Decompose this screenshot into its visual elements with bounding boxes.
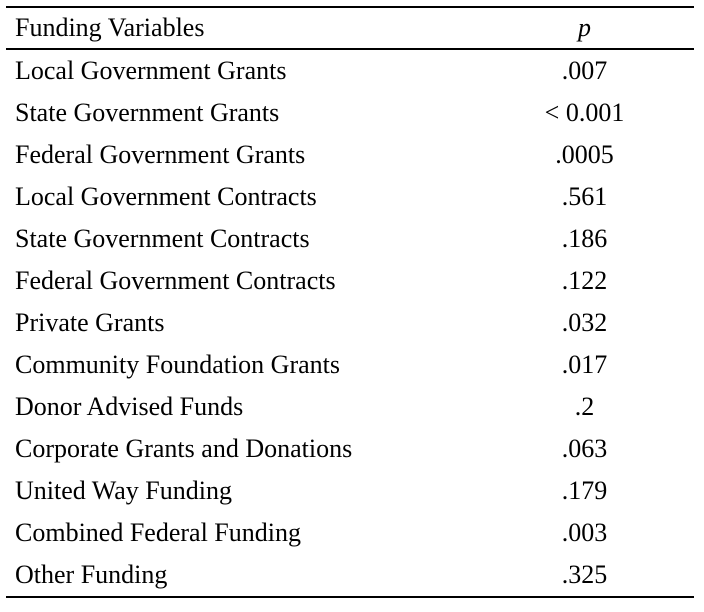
header-p-value: p [578,13,591,42]
table-row: Private Grants .032 [6,302,694,344]
table-row: Donor Advised Funds .2 [6,386,694,428]
row-p-value-cell: .007 [561,56,608,85]
row-variable-cell: Local Government Contracts [15,182,317,211]
row-variable-cell: Private Grants [15,308,165,337]
table-row: State Government Grants < 0.001 [6,92,694,134]
funding-p-values-table: Funding Variables p Local Government Gra… [6,6,694,598]
row-variable-cell: Combined Federal Funding [15,518,301,547]
row-p-value-cell: .122 [561,266,608,295]
row-p-value-cell: .003 [561,518,608,547]
row-variable-cell: Local Government Grants [15,56,287,85]
row-p-value-cell: .325 [561,560,608,589]
table-row: Corporate Grants and Donations .063 [6,428,694,470]
table-header: Funding Variables p [6,7,694,49]
row-variable-cell: Federal Government Grants [15,140,306,169]
row-p-value-cell: .0005 [555,140,614,169]
table-row: Combined Federal Funding .003 [6,512,694,554]
row-variable-cell: Corporate Grants and Donations [15,434,353,463]
funding-table-container: Funding Variables p Local Government Gra… [6,6,694,598]
row-variable-cell: State Government Grants [15,98,280,127]
table-body: Local Government Grants .007 State Gover… [6,49,694,597]
row-variable-cell: State Government Contracts [15,224,310,253]
table-row: State Government Contracts .186 [6,218,694,260]
table-row: Local Government Contracts .561 [6,176,694,218]
row-p-value-cell: .032 [561,308,608,337]
row-variable-cell: Other Funding [15,560,168,589]
row-variable-cell: Donor Advised Funds [15,392,244,421]
table-row: Federal Government Grants .0005 [6,134,694,176]
row-p-value-cell: < 0.001 [544,98,625,127]
header-row: Funding Variables p [6,7,694,49]
row-p-value-cell: .561 [561,182,608,211]
table-row: Local Government Grants .007 [6,49,694,92]
table-row: Community Foundation Grants .017 [6,344,694,386]
row-p-value-cell: .017 [561,350,608,379]
row-variable-cell: United Way Funding [15,476,232,505]
table-row: Other Funding .325 [6,554,694,597]
row-p-value-cell: .186 [561,224,608,253]
table-row: United Way Funding .179 [6,470,694,512]
row-variable-cell: Federal Government Contracts [15,266,336,295]
row-variable-cell: Community Foundation Grants [15,350,340,379]
row-p-value-cell: .179 [561,476,608,505]
header-funding-variables: Funding Variables [15,13,205,42]
row-p-value-cell: .063 [561,434,608,463]
row-p-value-cell: .2 [574,392,595,421]
table-row: Federal Government Contracts .122 [6,260,694,302]
